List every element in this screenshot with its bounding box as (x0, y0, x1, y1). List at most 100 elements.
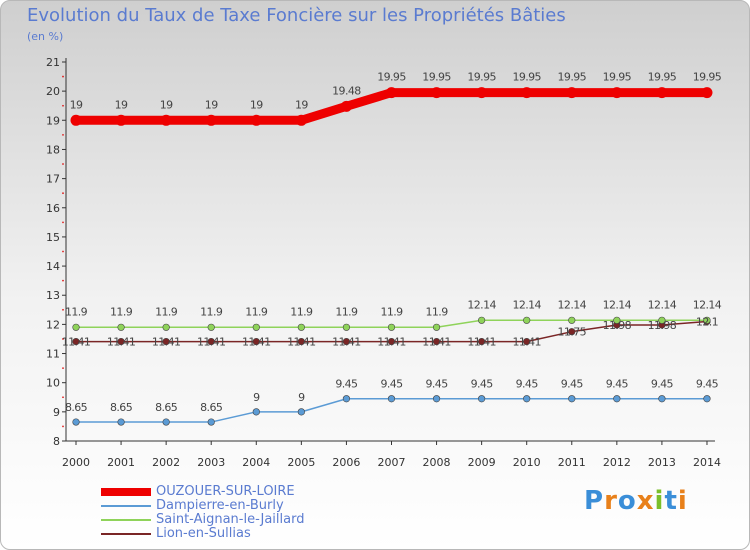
data-point (250, 114, 262, 126)
data-point (611, 87, 623, 99)
data-point (523, 337, 531, 346)
data-label: 11.41 (152, 336, 181, 349)
data-point (658, 395, 666, 403)
x-tick-label: 2010 (513, 456, 541, 469)
legend-swatch (101, 519, 151, 521)
data-label: 11.41 (422, 336, 451, 349)
data-label: 19.95 (467, 71, 496, 84)
data-label: 19.95 (603, 71, 632, 84)
data-point (252, 408, 260, 416)
data-point (162, 418, 170, 426)
x-tick-label: 2014 (693, 456, 721, 469)
y-minor-tick (62, 425, 64, 428)
data-point (478, 395, 486, 403)
y-tick-label: 12 (46, 318, 60, 331)
x-tick-label: 2000 (62, 456, 90, 469)
data-point (703, 316, 711, 324)
data-label: 11.98 (648, 319, 677, 332)
data-label: 11.9 (110, 305, 133, 318)
data-label: 9.45 (651, 378, 674, 391)
data-label: 9 (253, 391, 260, 404)
data-point (658, 316, 666, 324)
data-point (566, 87, 578, 99)
x-tick-label: 2003 (197, 456, 225, 469)
data-label: 9.45 (380, 378, 403, 391)
data-label: 11.9 (65, 305, 88, 318)
logo-letter: r (604, 486, 618, 516)
data-label: 19 (205, 98, 218, 111)
y-tick-label: 13 (46, 289, 60, 302)
data-label: 8.65 (200, 401, 223, 414)
data-point (431, 87, 443, 99)
data-label: 9.45 (471, 378, 494, 391)
y-tick-label: 14 (46, 260, 60, 273)
legend-label: OUZOUER-SUR-LOIRE (156, 484, 295, 499)
x-tick-label: 2008 (423, 456, 451, 469)
data-label: 11.41 (332, 336, 361, 349)
logo-letter: i (654, 486, 665, 516)
data-point (205, 114, 217, 126)
y-axis-unit-label: (en %) (27, 30, 64, 43)
data-label: 11.9 (335, 305, 358, 318)
data-label: 12.14 (467, 298, 496, 311)
legend: OUZOUER-SUR-LOIRE Dampierre-en-Burly Saint… (101, 485, 304, 541)
legend-label: Saint-Aignan-le-Jaillard (156, 512, 305, 527)
data-label: 11.41 (287, 336, 316, 349)
data-point (523, 316, 531, 324)
data-point (295, 114, 307, 126)
y-minor-tick (62, 104, 64, 107)
data-label: 19.48 (332, 84, 361, 97)
y-tick-label: 19 (46, 114, 60, 127)
logo-letter: t (664, 486, 678, 516)
data-label: 12.1 (696, 315, 718, 328)
data-label: 11.98 (603, 319, 632, 332)
data-label: 11.41 (197, 336, 226, 349)
y-minor-tick (62, 250, 64, 253)
data-point (342, 337, 351, 346)
data-point (432, 395, 441, 403)
data-point (478, 316, 486, 324)
data-label: 11.41 (107, 336, 136, 349)
x-tick-label: 2004 (242, 456, 270, 469)
legend-swatch (101, 505, 151, 507)
data-point (613, 395, 621, 403)
legend-item: Saint-Aignan-le-Jaillard (101, 513, 304, 527)
legend-item: OUZOUER-SUR-LOIRE (101, 485, 304, 499)
legend-label: Lion-en-Sullias (156, 526, 251, 541)
data-label: 19.95 (558, 71, 587, 84)
data-label: 9.45 (516, 378, 539, 391)
data-point (297, 337, 305, 346)
data-label: 11.41 (62, 336, 91, 349)
x-tick-label: 2006 (332, 456, 360, 469)
data-point (252, 337, 260, 346)
data-label: 19.95 (422, 71, 451, 84)
data-label: 11.41 (377, 336, 406, 349)
y-tick-label: 9 (53, 406, 60, 419)
data-point (72, 418, 80, 426)
data-point (160, 114, 172, 126)
y-minor-tick (62, 308, 64, 311)
y-tick-label: 16 (46, 202, 60, 215)
data-label: 12.14 (558, 298, 587, 311)
data-label: 11.9 (155, 305, 178, 318)
data-point (297, 323, 305, 331)
data-point (387, 323, 396, 331)
data-point (115, 114, 127, 126)
y-tick-label: 15 (46, 231, 60, 244)
legend-item: Dampierre-en-Burly (101, 499, 304, 513)
data-label: 11.9 (426, 305, 449, 318)
data-point (207, 323, 215, 331)
logo-letter: x (636, 486, 655, 516)
x-tick-label: 2001 (107, 456, 135, 469)
data-point (656, 87, 668, 99)
y-tick-label: 17 (46, 173, 60, 186)
data-label: 19.95 (512, 71, 541, 84)
data-point (613, 316, 621, 324)
data-point (568, 316, 576, 324)
y-tick-label: 8 (53, 435, 60, 448)
logo-letter: P (584, 486, 605, 516)
data-label: 19.95 (377, 71, 406, 84)
data-point (72, 323, 80, 331)
data-label: 19 (115, 98, 128, 111)
data-point (117, 323, 125, 331)
